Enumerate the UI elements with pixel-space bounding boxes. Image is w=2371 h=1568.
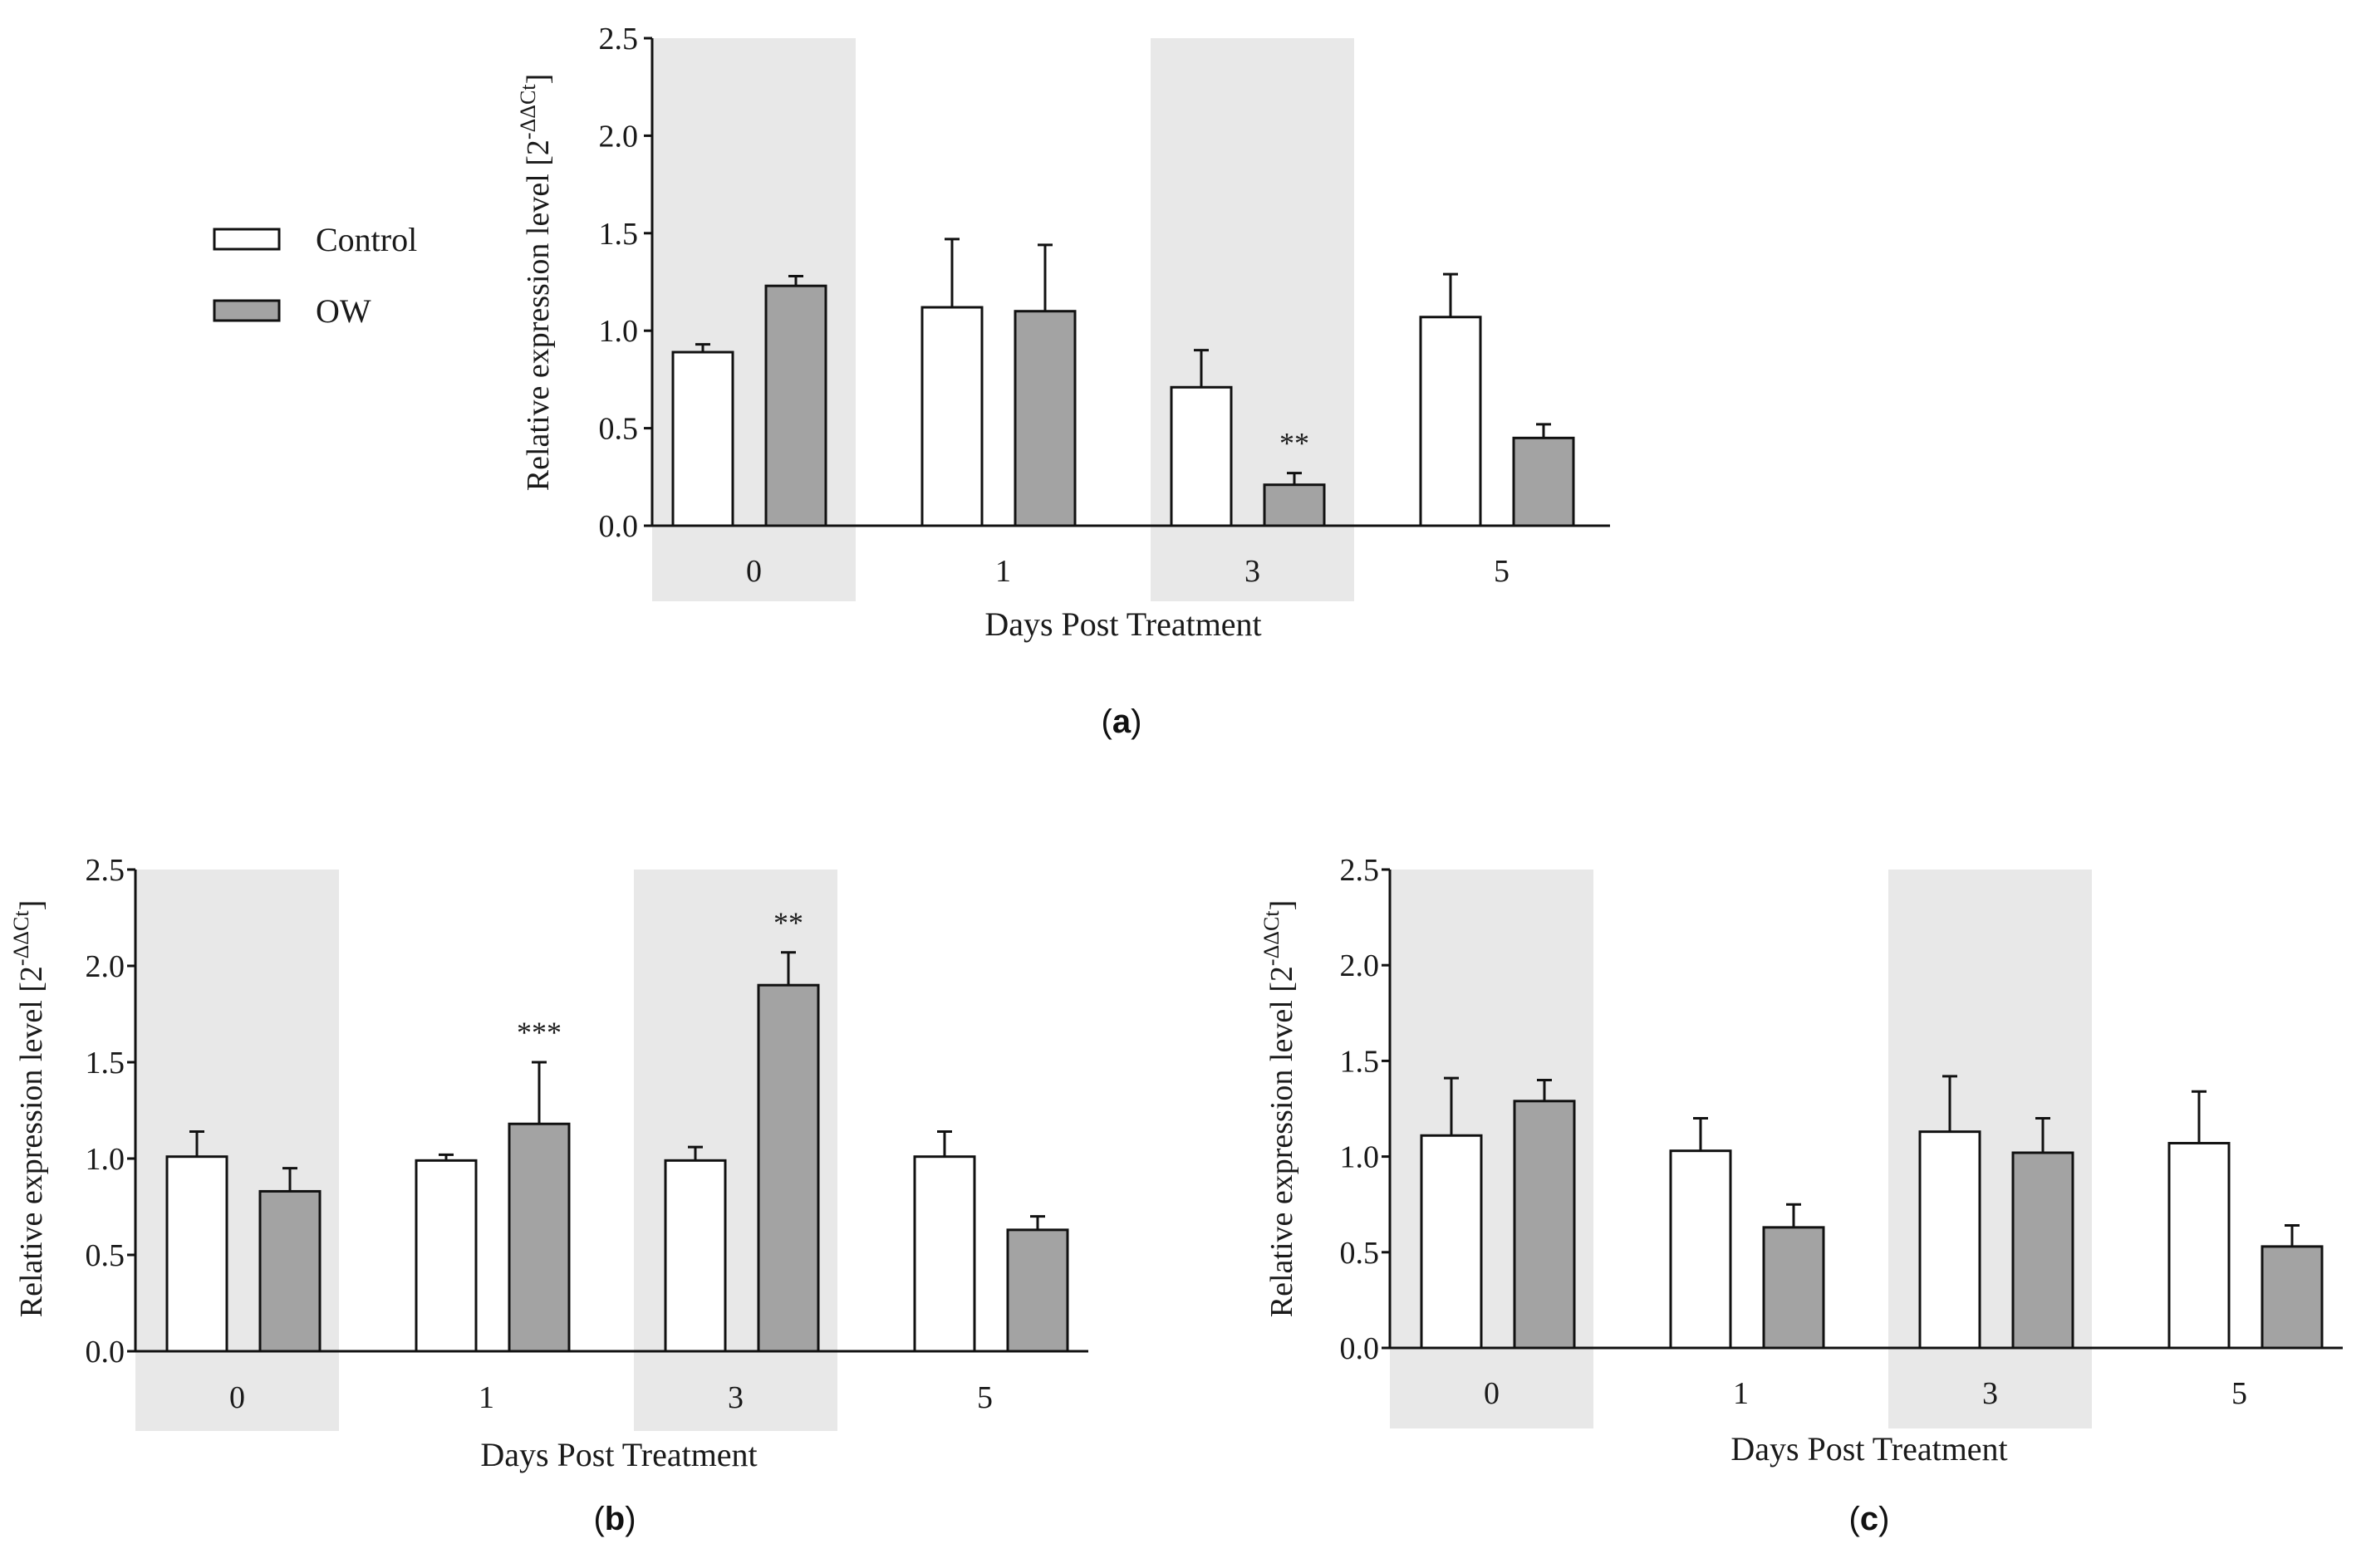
y-tick-label: 1.0 (1340, 1140, 1380, 1175)
y-tick-label: 2.0 (1340, 948, 1380, 983)
significance-marker: ** (773, 906, 803, 939)
y-tick-label: 1.5 (1340, 1044, 1380, 1079)
panel-label-letter: c (1860, 1501, 1878, 1537)
y-axis-label-text: Relative expression level [2 (14, 966, 49, 1317)
y-tick-label: 0.0 (86, 1335, 125, 1370)
panel-label: (a) (1102, 703, 1142, 740)
bar-ow-day-0 (764, 284, 827, 527)
bar-control-day-0 (671, 350, 734, 527)
bar-control-day-5 (913, 1155, 976, 1353)
panel-label: (b) (593, 1501, 636, 1537)
bar-control-day-5 (1419, 316, 1482, 527)
x-tick-label-day-3: 3 (1244, 554, 1260, 589)
significance-marker: ** (1279, 427, 1309, 460)
significance-marker: *** (517, 1016, 562, 1049)
chart-panel-a: 0.0 0.5 1.0 1.5 2.0 2.5 Relative expression le… (516, 22, 1610, 740)
x-axis-label: Days Post Treatment (480, 1436, 757, 1473)
bar-control-day-1 (1669, 1149, 1732, 1350)
bar-ow-day-1 (1762, 1226, 1825, 1350)
y-tick-label: 2.5 (599, 22, 639, 56)
panel-label-letter: b (605, 1501, 625, 1537)
bar-control-day-0 (1420, 1134, 1483, 1350)
x-tick-label-day-0: 0 (746, 554, 762, 589)
y-axis-label-superscript: -ΔΔCt (516, 84, 540, 140)
x-tick-label-day-5: 5 (1494, 554, 1509, 589)
bar-ow-day-1 (1014, 310, 1077, 527)
y-tick-label: 2.0 (599, 119, 639, 154)
y-tick-label: 0.0 (599, 509, 639, 544)
bar-ow-day-3 (2011, 1151, 2074, 1350)
y-tick-label: 2.5 (1340, 853, 1380, 888)
legend-label-control: Control (316, 221, 417, 258)
x-tick-label-day-3: 3 (728, 1380, 744, 1415)
y-tick-label: 2.0 (86, 949, 125, 984)
x-tick-label-day-0: 0 (229, 1380, 245, 1415)
y-axis-label-bracket: ] (521, 74, 556, 85)
y-axis-label-superscript: -ΔΔCt (9, 910, 33, 966)
y-axis-label-bracket: ] (14, 900, 49, 911)
x-axis-label: Days Post Treatment (984, 605, 1261, 643)
x-tick-label-day-1: 1 (479, 1380, 494, 1415)
x-tick-label-day-1: 1 (1733, 1376, 1749, 1411)
y-tick-label: 1.5 (86, 1046, 125, 1080)
bar-ow-day-3 (1263, 483, 1326, 527)
bar-ow-day-5 (1006, 1228, 1069, 1353)
panel-label: (c) (1849, 1501, 1890, 1537)
bar-control-day-1 (415, 1159, 478, 1353)
y-axis-label-bracket: ] (1264, 900, 1299, 911)
y-tick-label: 0.5 (1340, 1236, 1380, 1271)
chart-panel-c: 0.0 0.5 1.0 1.5 2.0 2.5 Relative expression le… (1259, 853, 2343, 1537)
legend-swatch-control (213, 228, 281, 251)
legend-swatch-ow (213, 299, 281, 322)
y-tick-label: 1.0 (599, 314, 639, 349)
bar-control-day-3 (664, 1159, 727, 1353)
bar-control-day-3 (1918, 1130, 1981, 1350)
x-tick-label-day-5: 5 (2231, 1376, 2247, 1411)
y-axis-label: Relative expression level [2-ΔΔCt] (516, 74, 556, 491)
panel-label-close: ) (625, 1501, 636, 1537)
x-tick-label-day-1: 1 (995, 554, 1011, 589)
y-tick-label: 0.0 (1340, 1331, 1380, 1366)
panel-label-close: ) (1878, 1501, 1889, 1537)
bar-ow-day-1 (508, 1122, 571, 1353)
x-axis-label: Days Post Treatment (1730, 1430, 2007, 1468)
bar-control-day-1 (920, 306, 984, 527)
bar-ow-day-0 (258, 1189, 322, 1353)
y-tick-label: 0.5 (86, 1238, 125, 1273)
panel-label-open: ( (593, 1501, 605, 1537)
legend-label-ow: OW (316, 292, 371, 330)
y-tick-label: 1.0 (86, 1142, 125, 1177)
bar-control-day-3 (1170, 385, 1233, 527)
x-tick-label-day-3: 3 (1982, 1376, 1998, 1411)
x-tick-label-day-0: 0 (1484, 1376, 1500, 1411)
y-tick-label: 2.5 (86, 853, 125, 888)
y-tick-label: 1.5 (599, 217, 639, 252)
y-axis-label: Relative expression level [2-ΔΔCt] (1259, 900, 1299, 1317)
y-tick-label: 0.5 (599, 412, 639, 447)
bar-ow-day-5 (2261, 1245, 2324, 1350)
y-axis-label-superscript: -ΔΔCt (1259, 910, 1284, 966)
x-tick-label-day-5: 5 (977, 1380, 993, 1415)
y-axis-label-text: Relative expression level [2 (521, 140, 556, 491)
panel-label-open: ( (1102, 703, 1113, 740)
bar-ow-day-3 (757, 983, 820, 1353)
panel-label-letter: a (1112, 703, 1132, 740)
bar-ow-day-0 (1513, 1100, 1576, 1350)
bar-ow-day-5 (1512, 436, 1575, 527)
panel-label-close: ) (1131, 703, 1141, 740)
panel-label-open: ( (1849, 1501, 1861, 1537)
y-axis-label: Relative expression level [2-ΔΔCt] (9, 900, 49, 1317)
y-axis-label-text: Relative expression level [2 (1264, 966, 1299, 1317)
legend: Control OW (213, 221, 417, 330)
chart-panel-b: 0.0 0.5 1.0 1.5 2.0 2.5 Relative expression le… (9, 853, 1088, 1537)
bar-control-day-0 (165, 1155, 228, 1353)
bar-control-day-5 (2167, 1141, 2231, 1350)
